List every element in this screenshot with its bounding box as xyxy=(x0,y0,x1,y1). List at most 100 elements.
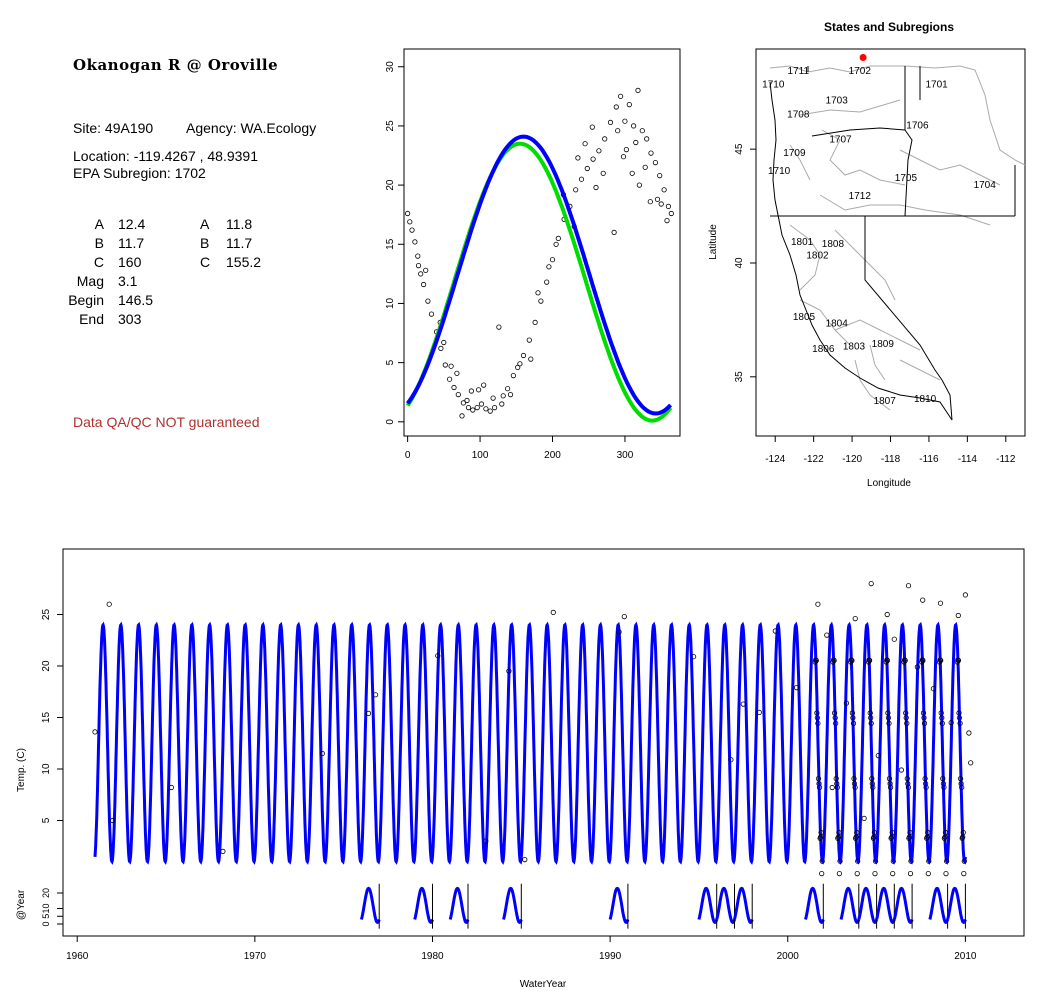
data-point xyxy=(849,657,855,664)
data-point xyxy=(220,848,226,855)
data-point xyxy=(831,710,838,716)
data-point xyxy=(549,257,556,263)
data-point xyxy=(642,164,648,170)
data-point xyxy=(890,858,896,864)
data-point xyxy=(848,657,854,663)
data-point xyxy=(455,391,461,398)
param-label: Begin xyxy=(68,292,104,308)
x-tick-label: 1980 xyxy=(421,951,444,962)
data-point xyxy=(870,784,876,791)
data-point xyxy=(868,580,874,587)
data-point xyxy=(903,715,909,721)
data-point xyxy=(500,393,506,399)
data-point xyxy=(578,176,585,182)
y-tick-label: 40 xyxy=(734,257,745,269)
data-point xyxy=(582,141,588,147)
data-point xyxy=(816,784,823,791)
data-point xyxy=(833,720,839,727)
year-curve xyxy=(608,886,630,925)
data-point xyxy=(960,829,966,836)
data-point xyxy=(435,653,441,659)
region-label: 1712 xyxy=(849,191,872,202)
timeseries-frame xyxy=(62,548,1025,937)
data-point xyxy=(908,858,914,864)
data-point xyxy=(584,165,590,172)
x-tick-label: 100 xyxy=(472,450,489,461)
data-point xyxy=(890,870,896,877)
timeseries-points xyxy=(92,580,974,877)
region-label: 1709 xyxy=(783,148,806,159)
param-label: Mag xyxy=(76,273,104,289)
x-tick-label: -112 xyxy=(996,454,1016,465)
data-point xyxy=(905,583,912,589)
year-curve xyxy=(359,886,381,925)
fit-line xyxy=(406,134,673,416)
data-point xyxy=(816,781,822,787)
year-curve xyxy=(697,886,719,925)
data-point xyxy=(885,715,892,721)
data-point xyxy=(920,597,926,603)
region-label: 1711 xyxy=(788,66,810,77)
data-point xyxy=(898,767,905,773)
data-point xyxy=(607,119,614,126)
data-point xyxy=(959,784,965,791)
x-tick-label: 1970 xyxy=(244,951,267,962)
data-point xyxy=(814,710,820,716)
param-label: A xyxy=(200,216,210,232)
x-tick-label: 1990 xyxy=(599,951,622,962)
data-point xyxy=(448,363,454,369)
data-point xyxy=(884,611,890,618)
map-boundaries xyxy=(769,65,1026,421)
param-label: B xyxy=(200,235,210,251)
region-label: 1809 xyxy=(872,339,895,350)
data-point xyxy=(665,203,672,209)
data-point xyxy=(528,356,534,362)
timeseries-ylabel: Temp. (C) xyxy=(16,748,27,792)
data-point xyxy=(902,657,908,664)
data-point xyxy=(319,750,325,757)
data-point xyxy=(834,781,840,787)
y-tick-label: 15 xyxy=(385,238,396,250)
data-point xyxy=(616,629,622,635)
y-tick-label: 5 xyxy=(385,359,396,365)
data-point xyxy=(620,154,627,160)
data-point xyxy=(884,657,890,663)
region-label: 1705 xyxy=(895,173,918,184)
data-point xyxy=(824,632,830,638)
data-point xyxy=(943,870,949,877)
data-point xyxy=(938,710,944,716)
data-point xyxy=(936,659,943,665)
site-marker xyxy=(859,54,867,61)
data-point xyxy=(861,815,867,822)
seasonal-fits xyxy=(405,134,673,423)
param-value: 11.8 xyxy=(226,216,253,232)
data-point xyxy=(372,692,379,698)
year-ylabel: @Year xyxy=(16,889,27,920)
data-point xyxy=(905,781,911,787)
data-point xyxy=(938,657,944,664)
data-point xyxy=(407,219,413,225)
data-point xyxy=(532,319,538,325)
site-id: Site: 49A190 xyxy=(73,120,154,136)
data-point xyxy=(832,715,838,721)
data-point xyxy=(884,657,891,664)
data-point xyxy=(474,404,480,411)
map-y-axis: 35 40 45 xyxy=(734,143,756,382)
region-label: 1810 xyxy=(914,394,937,405)
data-point xyxy=(510,372,517,379)
region-label: 1710 xyxy=(768,166,791,177)
data-point xyxy=(891,636,897,642)
param-value: 303 xyxy=(118,311,142,327)
data-point xyxy=(851,781,858,787)
data-point xyxy=(939,720,945,727)
data-point xyxy=(412,239,418,245)
data-point xyxy=(553,241,559,247)
data-point xyxy=(415,253,421,259)
data-point xyxy=(852,784,858,791)
data-point xyxy=(868,715,874,721)
data-point xyxy=(365,710,372,717)
data-point xyxy=(930,686,937,692)
data-point xyxy=(889,829,895,836)
data-point xyxy=(590,156,596,162)
data-point xyxy=(834,784,840,791)
